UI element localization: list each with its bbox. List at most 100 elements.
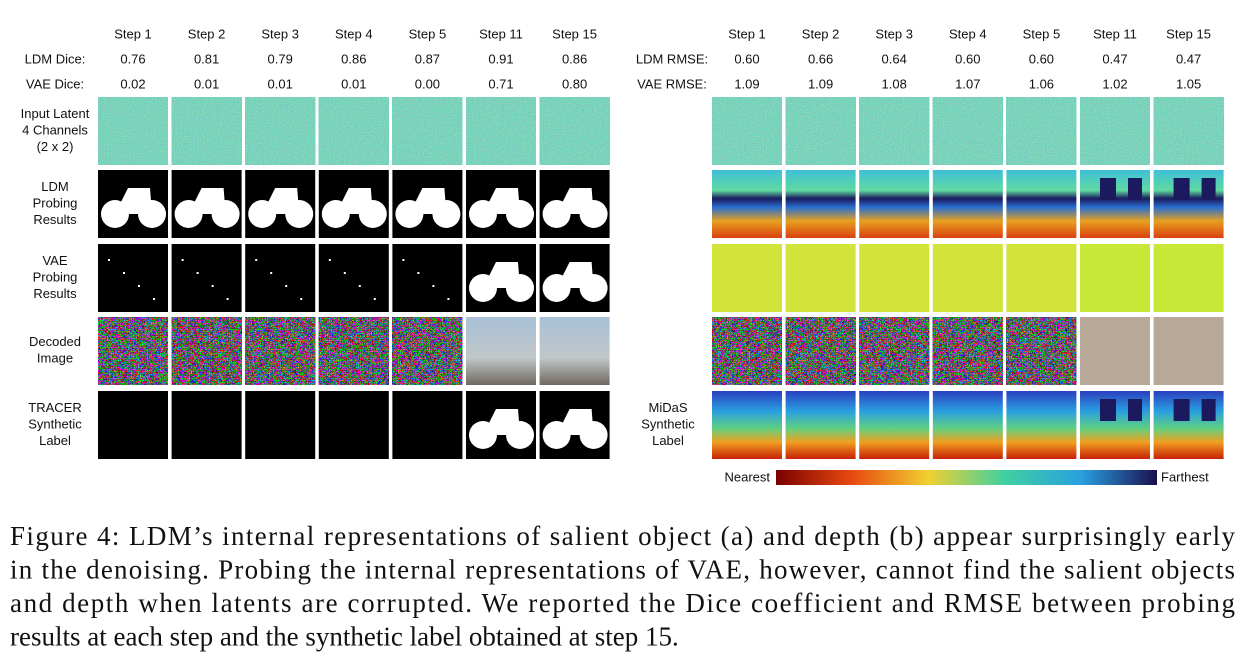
step-header: Step 2 [188,26,226,41]
image-tile [1006,391,1077,459]
image-tile [98,391,168,459]
metric-label: VAE Dice: [26,76,84,91]
metric-value: 0.60 [1029,51,1054,66]
image-tile [392,317,463,385]
window [1173,178,1190,200]
frame [556,262,594,288]
window [1128,399,1142,421]
image-tile [318,391,389,459]
colorbar-min: Nearest [724,469,770,484]
image-tile [318,317,389,385]
speck [300,298,303,300]
step-header: Step 11 [1093,26,1137,41]
image-tile [171,244,242,312]
image-tile [245,244,316,312]
caption-line: in the denoising. Probing the internal r… [10,555,1235,585]
image-tile [859,317,930,385]
image-tile [539,317,610,385]
metric-value: 0.76 [120,51,145,66]
image-tile [859,244,930,312]
speck [328,259,331,261]
step-header: Step 5 [1023,26,1061,41]
frame [409,188,447,214]
row-label: Image [37,351,73,366]
metric-value: 0.00 [415,76,440,91]
speck [358,285,361,287]
frame [335,188,373,214]
image-tile [785,317,856,385]
image-tile [171,317,242,385]
metric-value: 0.60 [734,51,759,66]
speck [402,259,405,261]
metric-value: 1.09 [808,76,833,91]
frame [483,262,520,288]
row-label: Input Latent [21,106,90,121]
row-label: (2 x 2) [37,139,74,154]
frame [556,409,594,435]
caption-line: results at each step and the synthetic l… [10,622,679,652]
row-label: Results [33,212,77,227]
caption-line: Figure 4: LDM’s internal representations… [10,521,1235,551]
image-tile [859,97,930,165]
image-tile [466,317,536,385]
image-tile [98,244,168,312]
step-header: Step 11 [479,26,523,41]
metric-value: 0.01 [268,76,293,91]
image-tile [171,97,242,165]
image-tile [785,391,856,459]
metric-value: 0.80 [562,76,587,91]
speck [138,285,140,287]
image-tile [785,97,856,165]
image-tile [1080,244,1150,312]
image-tile [98,97,168,165]
metric-value: 0.64 [882,51,907,66]
window [1100,178,1116,200]
image-tile [1006,97,1077,165]
image-tile [245,317,316,385]
speck [181,259,184,261]
metric-value: 1.02 [1102,76,1127,91]
image-tile [392,97,463,165]
row-label: 4 Channels [22,122,88,137]
metric-value: 0.01 [194,76,219,91]
metric-value: 0.87 [415,51,440,66]
speck [255,259,258,261]
image-tile [932,391,1003,459]
speck [270,272,273,274]
image-tile [245,391,316,459]
speck [285,285,288,287]
image-tile [1153,317,1224,385]
metric-value: 0.71 [488,76,513,91]
metric-label: VAE RMSE: [637,76,707,91]
image-tile [859,391,930,459]
image-tile [1080,97,1150,165]
window [1201,399,1216,421]
image-tile [712,170,782,238]
row-label: Synthetic [641,416,695,431]
row-label: Probing [33,195,78,210]
speck [196,272,199,274]
metric-label: LDM Dice: [25,51,86,66]
image-tile [245,97,316,165]
image-tile [171,391,242,459]
speck [447,298,450,300]
metric-label: LDM RMSE: [636,51,708,66]
image-tile [1006,317,1077,385]
metric-value: 1.08 [882,76,907,91]
speck [108,259,110,261]
image-tile [785,170,856,238]
frame [483,188,520,214]
image-tile [712,244,782,312]
image-tile [932,170,1003,238]
image-tile [785,244,856,312]
image-tile [392,391,463,459]
step-header: Step 3 [875,26,913,41]
image-tile [712,391,782,459]
window [1128,178,1142,200]
row-label: VAE [42,253,67,268]
speck [123,272,125,274]
speck [432,285,435,287]
image-tile [98,317,168,385]
